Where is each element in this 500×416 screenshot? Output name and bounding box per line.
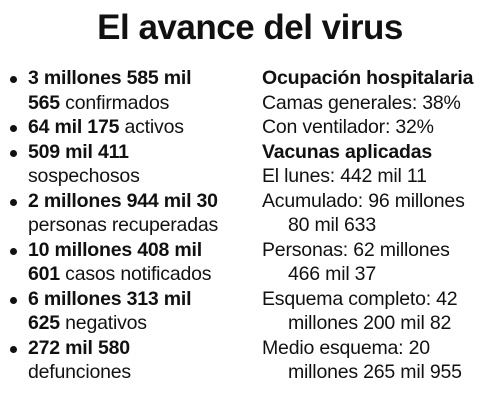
stat-defunciones: 272 mil 580 defunciones bbox=[8, 336, 260, 385]
stat-value: 6 millones 313 mil bbox=[28, 287, 192, 310]
vacunas-personas: Personas: 62 millones bbox=[262, 238, 450, 261]
stat-notificados: 10 millones 408 mil 601 casos notificado… bbox=[8, 238, 260, 287]
vacunas-acumulado-cont: 80 mil 633 bbox=[288, 214, 376, 236]
page-title: El avance del virus bbox=[97, 8, 403, 47]
esquema-completo-cont: millones 200 mil 82 bbox=[288, 312, 452, 334]
camas-generales: Camas generales: 38% bbox=[262, 91, 461, 114]
vacunas-personas-cont: 466 mil 37 bbox=[288, 263, 376, 285]
stat-label: confirmados bbox=[59, 91, 170, 114]
esquema-completo: Esquema completo: 42 bbox=[262, 287, 458, 310]
bullet-icon bbox=[10, 125, 17, 132]
stat-negativos: 6 millones 313 mil 625 negativos bbox=[8, 287, 260, 336]
stat-value: 272 mil 580 bbox=[28, 336, 130, 359]
stat-value: 64 mil 175 bbox=[28, 116, 120, 138]
stat-value-cont: 565 bbox=[28, 91, 60, 114]
medio-esquema: Medio esquema: 20 bbox=[262, 336, 430, 359]
medio-esquema-cont: millones 265 mil 955 bbox=[288, 361, 462, 383]
stat-recuperadas: 2 millones 944 mil 30 personas recuperad… bbox=[8, 189, 260, 238]
con-ventilador: Con ventilador: 32% bbox=[262, 116, 434, 138]
vacunas-acumulado: Acumulado: 96 millones bbox=[262, 189, 465, 212]
stat-sospechosos: 509 mil 411 sospechosos bbox=[8, 140, 260, 189]
bullet-icon bbox=[10, 76, 17, 83]
hospital-heading: Ocupación hospitalaria bbox=[262, 67, 474, 89]
stat-label: personas recuperadas bbox=[28, 214, 219, 236]
bullet-icon bbox=[10, 198, 17, 206]
stat-value-cont: 601 bbox=[28, 263, 60, 285]
vaccines-heading: Vacunas aplicadas bbox=[262, 140, 433, 163]
bullet-icon bbox=[10, 345, 17, 353]
stat-value: 2 millones 944 mil 30 bbox=[28, 189, 218, 212]
stat-label: defunciones bbox=[28, 361, 131, 383]
stat-value: 509 mil 411 bbox=[28, 140, 129, 163]
bullet-icon bbox=[10, 296, 17, 304]
stat-label: casos notificados bbox=[59, 263, 212, 285]
bullet-icon bbox=[10, 149, 17, 157]
stat-confirmados: 3 millones 585 mil 565 confirmados bbox=[8, 66, 260, 115]
stats-list: 3 millones 585 mil 565 confirmados 64 mi… bbox=[8, 66, 260, 385]
stat-value: 3 millones 585 mil bbox=[28, 67, 192, 89]
stat-label: sospechosos bbox=[28, 165, 140, 187]
vacunas-lunes: El lunes: 442 mil 11 bbox=[262, 165, 427, 187]
stat-value: 10 millones 408 mil bbox=[28, 238, 202, 261]
bullet-icon bbox=[10, 247, 17, 255]
stat-label: negativos bbox=[59, 312, 147, 334]
stat-label: activos bbox=[119, 116, 184, 138]
hospital-vaccine-panel: Ocupación hospitalaria Camas generales: … bbox=[262, 66, 498, 385]
stat-value-cont: 625 bbox=[28, 312, 60, 334]
stat-activos: 64 mil 175 activos bbox=[8, 115, 260, 140]
